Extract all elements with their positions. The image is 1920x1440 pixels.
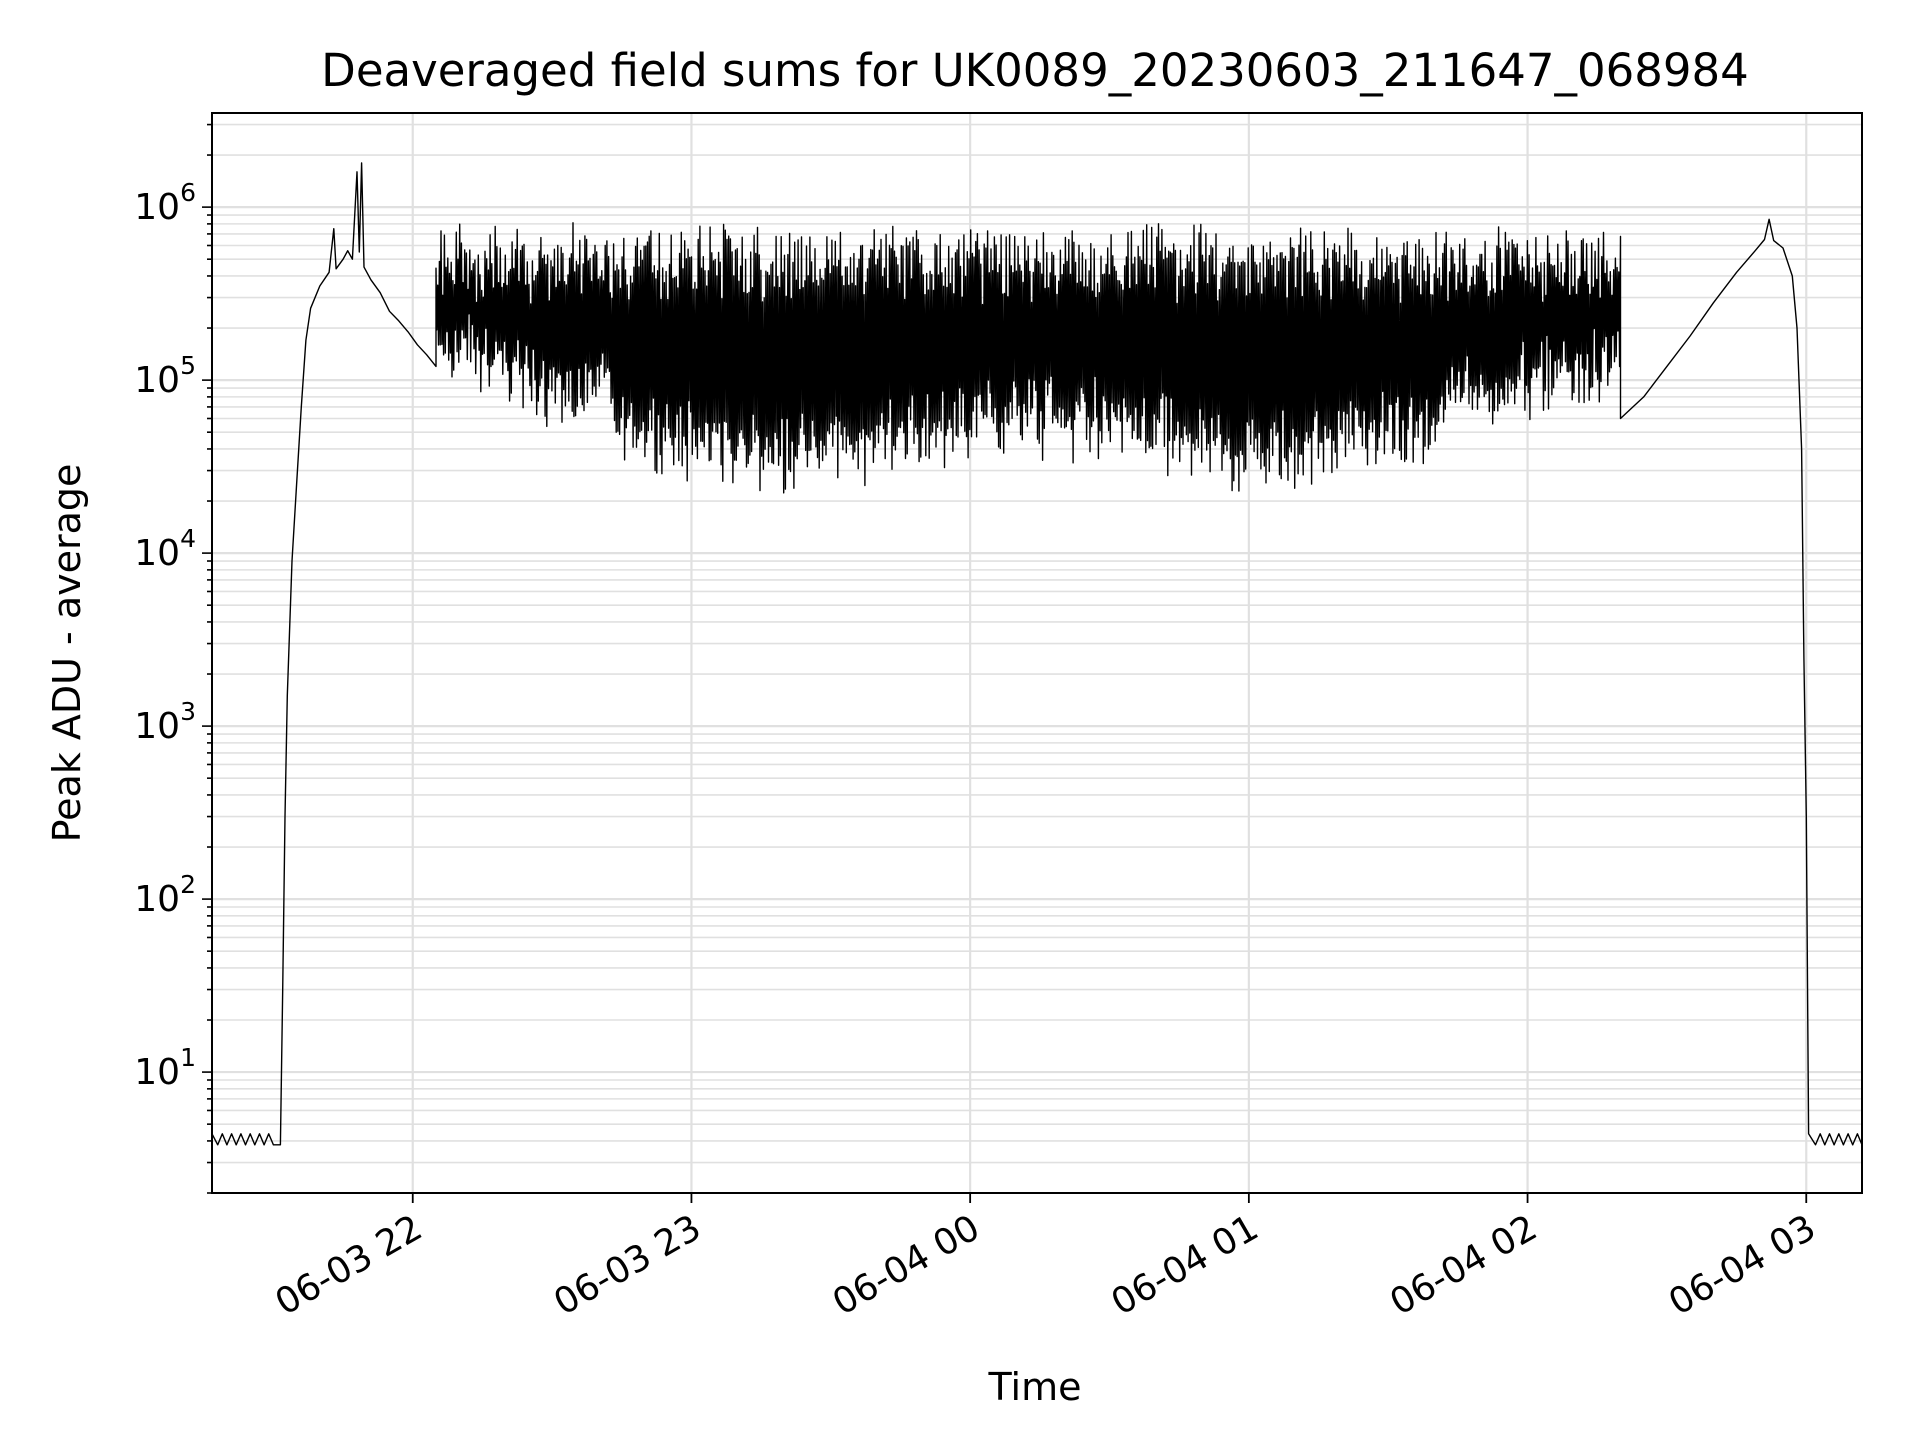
x-tick-label: 06-04 00: [826, 1207, 987, 1323]
x-tick-label: 06-03 23: [547, 1207, 708, 1323]
x-axis-label: Time: [988, 1365, 1082, 1409]
y-tick-label: 102: [134, 870, 196, 920]
x-tick-label: 06-04 03: [1662, 1207, 1823, 1323]
y-tick-label: 101: [134, 1043, 196, 1093]
series-line: [211, 162, 1863, 1146]
y-tick-label: 105: [134, 351, 196, 401]
y-tick-label: 103: [134, 697, 196, 747]
x-tick-label: 06-03 22: [269, 1207, 430, 1323]
chart-title: Deaveraged field sums for UK0089_2023060…: [321, 44, 1749, 97]
y-tick-label: 106: [134, 178, 196, 228]
y-axis-label: Peak ADU - average: [45, 464, 89, 843]
x-tick-label: 06-04 02: [1383, 1207, 1544, 1323]
x-axis: 06-03 22 06-03 23 06-04 00 06-04 01 06-04 02…: [269, 1193, 1823, 1324]
y-axis: 101 102 103 104 105 106: [134, 123, 212, 1194]
x-tick-label: 06-04 01: [1105, 1207, 1266, 1323]
plot-frame: [211, 112, 1863, 1194]
y-tick-label: 104: [134, 524, 196, 574]
series-layer: [211, 162, 1863, 1146]
